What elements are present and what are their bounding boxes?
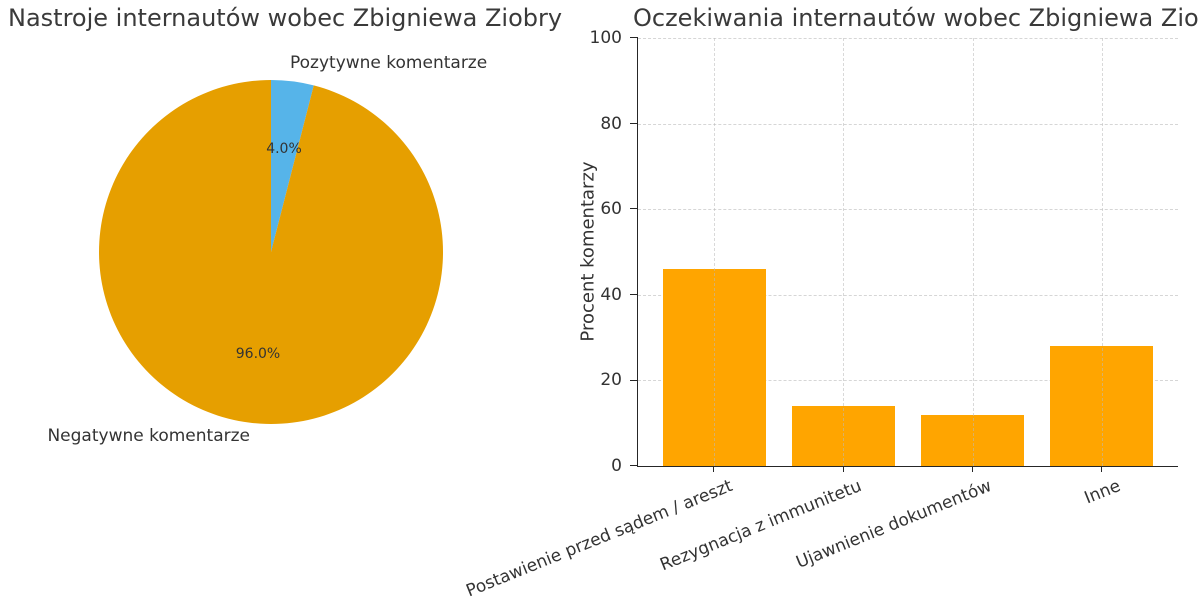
pie-pct-label-positive: 4.0% — [266, 141, 302, 157]
x-tick-mark — [971, 466, 973, 472]
y-tick-label: 80 — [600, 113, 622, 134]
pie-chart — [99, 80, 444, 424]
y-tick-label: 60 — [600, 199, 622, 220]
pie-slice-1 — [99, 80, 444, 424]
pie-pct-label-negative: 96.0% — [235, 346, 281, 362]
grid-line-vertical — [843, 38, 845, 466]
y-tick-mark — [630, 37, 638, 39]
grid-line-vertical — [1101, 38, 1103, 466]
bar-plot-area: 0 20 40 60 80 100 Postawienie przed sądem / ar… — [464, 28, 1178, 597]
bar — [791, 406, 896, 466]
pie-slice-label-negative: Negatywne komentarze — [47, 426, 250, 446]
grid-line-horizontal — [638, 209, 1178, 211]
x-tick-mark — [1100, 466, 1102, 472]
grid-line-horizontal — [638, 380, 1178, 382]
y-tick-mark — [630, 379, 638, 381]
y-tick-mark — [630, 122, 638, 124]
grid-line-vertical — [714, 38, 716, 466]
pie-chart-title: Nastroje internautów wobec Zbigniewa Zio… — [8, 4, 563, 32]
grid-line-horizontal — [638, 38, 1178, 39]
pie-slice-label-positive: Pozytywne komentarze — [290, 53, 488, 73]
y-tick-label: 20 — [600, 370, 622, 391]
y-axis-label: Procent komentarzy — [577, 161, 599, 342]
bar — [662, 269, 766, 466]
y-tick-mark — [630, 294, 638, 295]
y-tick-label: 0 — [611, 456, 622, 476]
y-tick-label: 40 — [600, 284, 622, 305]
grid-line-horizontal — [638, 123, 1178, 125]
x-tick-mark — [713, 466, 715, 472]
grid-line-vertical — [972, 38, 974, 466]
x-tick-mark — [842, 466, 844, 472]
y-tick-label: 100 — [589, 28, 622, 48]
grid-line-horizontal — [638, 294, 1178, 296]
y-tick-mark — [630, 208, 638, 210]
y-tick-mark — [630, 465, 638, 467]
bar-chart-title: Oczekiwania internautów wobec Zbigniewa … — [633, 4, 1200, 32]
pie-slice-0 — [271, 80, 314, 252]
